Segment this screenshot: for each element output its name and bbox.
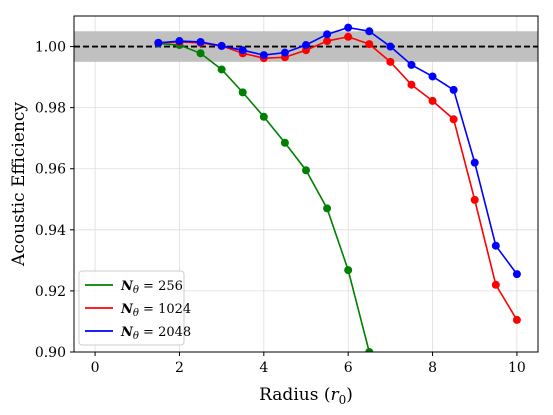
plot-frame bbox=[73, 15, 539, 353]
data-point bbox=[449, 85, 458, 94]
ticks: 0 2 4 6 8 10 0.90 0.92 0.94 0.96 0.98 1.00 bbox=[35, 40, 526, 376]
y-tick-label: 0.92 bbox=[35, 284, 66, 300]
y-tick-label: 0.98 bbox=[35, 101, 66, 117]
data-point bbox=[365, 40, 374, 49]
data-point bbox=[302, 41, 310, 50]
data-point bbox=[344, 266, 353, 275]
data-point bbox=[365, 348, 374, 352]
x-axis-label: Radius (r0) bbox=[259, 385, 353, 407]
x-tick-label: 2 bbox=[175, 360, 184, 376]
series-layer bbox=[154, 23, 521, 352]
data-point bbox=[407, 80, 416, 89]
legend-label: Nθ = 1024 bbox=[120, 302, 191, 319]
data-point bbox=[238, 88, 247, 97]
data-point bbox=[491, 280, 500, 289]
data-point bbox=[259, 112, 268, 121]
data-point bbox=[154, 38, 163, 47]
legend: Nθ = 256 Nθ = 1024 Nθ = 2048 bbox=[78, 270, 191, 346]
data-point bbox=[428, 96, 437, 105]
data-point bbox=[217, 41, 226, 50]
x-tick-label: 0 bbox=[91, 360, 100, 376]
data-point bbox=[386, 42, 395, 51]
legend-label: Nθ = 2048 bbox=[120, 325, 191, 342]
data-point bbox=[470, 158, 479, 167]
data-point bbox=[386, 57, 395, 66]
data-point bbox=[217, 65, 226, 74]
data-point bbox=[491, 241, 500, 250]
legend-box bbox=[78, 270, 185, 346]
y-axis-label: Acoustic Efficiency bbox=[9, 102, 29, 267]
data-point bbox=[175, 37, 184, 46]
data-point bbox=[512, 270, 521, 279]
data-point bbox=[280, 48, 289, 57]
y-tick-label: 0.94 bbox=[35, 223, 66, 239]
data-point bbox=[428, 72, 437, 81]
data-point bbox=[280, 138, 289, 147]
data-point bbox=[196, 37, 205, 46]
data-point bbox=[259, 51, 268, 60]
data-point bbox=[449, 115, 458, 124]
data-point bbox=[323, 37, 332, 46]
data-point bbox=[196, 49, 205, 58]
data-point bbox=[470, 195, 479, 204]
data-point bbox=[238, 46, 247, 55]
series-2 bbox=[154, 23, 521, 279]
y-tick-label: 0.90 bbox=[35, 345, 66, 361]
x-tick-label: 10 bbox=[508, 360, 526, 376]
data-point bbox=[365, 27, 374, 36]
data-point bbox=[407, 60, 416, 69]
data-point bbox=[302, 166, 310, 175]
x-tick-label: 4 bbox=[259, 360, 268, 376]
y-tick-label: 1.00 bbox=[35, 40, 66, 56]
legend-label: Nθ = 256 bbox=[120, 279, 183, 296]
x-tick-label: 8 bbox=[428, 360, 437, 376]
data-point bbox=[344, 23, 353, 32]
x-tick-label: 6 bbox=[344, 360, 353, 376]
data-point bbox=[344, 32, 353, 41]
data-point bbox=[323, 204, 332, 213]
data-point bbox=[512, 315, 521, 324]
data-point bbox=[323, 30, 332, 39]
y-tick-label: 0.96 bbox=[35, 162, 66, 178]
